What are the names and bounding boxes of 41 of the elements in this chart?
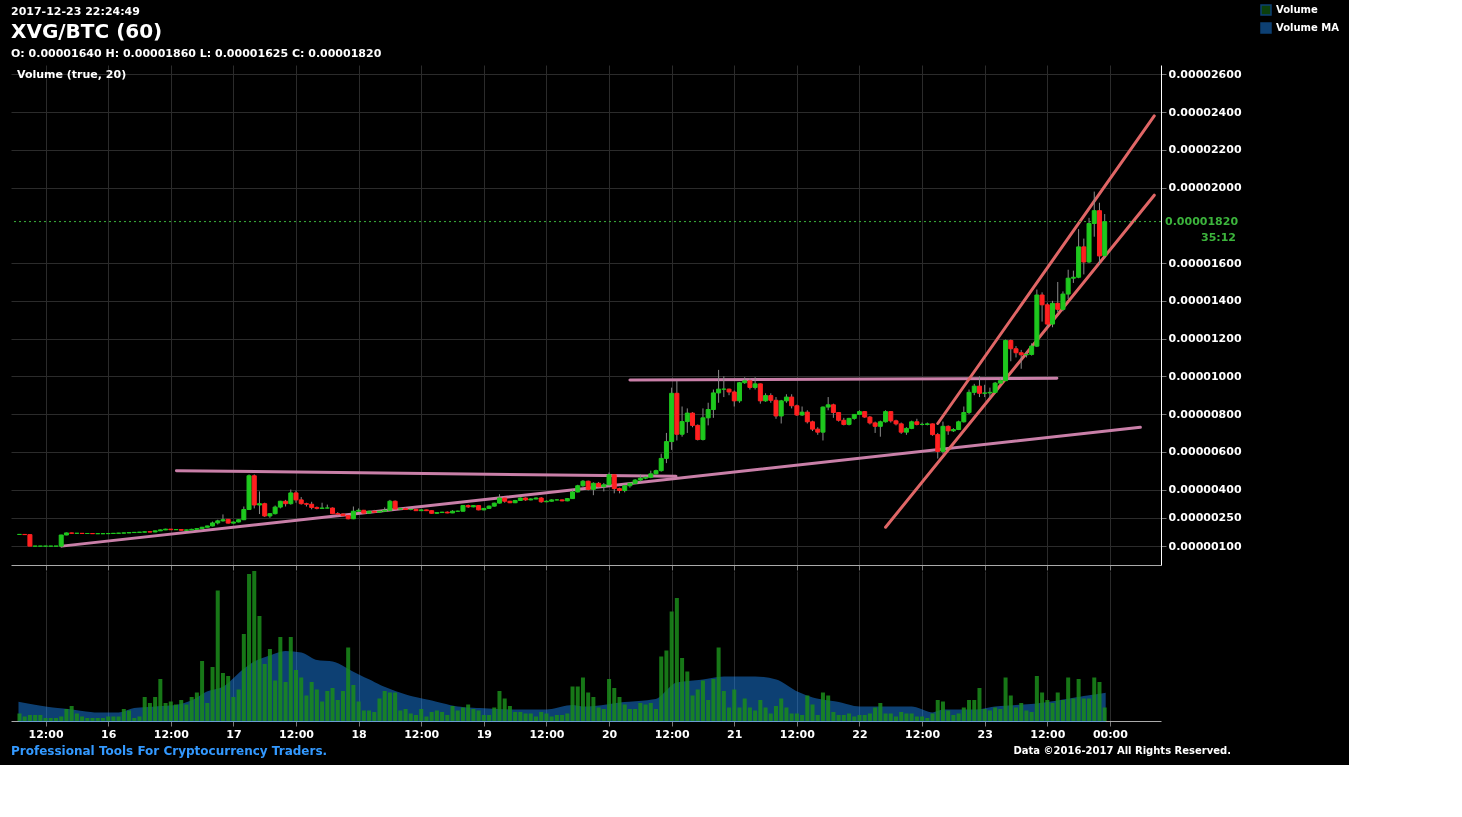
y-tick-label: 0.00000600 — [1168, 445, 1242, 459]
x-tick-label: 23 — [977, 727, 993, 741]
y-tick-label: 0.00001400 — [1168, 294, 1242, 308]
x-tick-label: 12:00 — [28, 727, 64, 741]
y-tick-label: 0.00002600 — [1168, 67, 1242, 81]
x-tick-label: 18 — [351, 727, 367, 741]
y-tick-label: 0.00001200 — [1168, 332, 1242, 346]
legend-label: Volume MA — [1276, 22, 1340, 33]
text: 2017-12-23 22:24:49 — [11, 5, 140, 18]
x-tick-label: 20 — [601, 727, 618, 741]
y-tick-label: 0.00001600 — [1168, 256, 1242, 270]
text: 35:12 — [1201, 230, 1237, 244]
y-tick-label: 0.00002400 — [1168, 105, 1242, 119]
x-tick-label: 12:00 — [779, 727, 816, 741]
y-tick-label: 0.00002000 — [1168, 181, 1242, 195]
y-tick-label: 0.00000800 — [1168, 407, 1242, 421]
x-tick-label: 22 — [852, 727, 868, 741]
x-tick-label: 12:00 — [1030, 727, 1066, 741]
x-tick-label: 12:00 — [278, 727, 315, 741]
y-tick-label: 0.00000400 — [1168, 483, 1242, 497]
y-tick-label: 0.00002200 — [1168, 143, 1242, 157]
annotation: Volume (true, 20) — [17, 68, 127, 81]
ref-line-label: 0.00001820 — [1165, 214, 1239, 228]
x-tick-label: 12:00 — [404, 727, 440, 741]
x-tick-label: 00:00 — [1092, 727, 1129, 741]
x-tick-label: 12:00 — [905, 727, 941, 741]
x-tick-label: 12:00 — [654, 727, 690, 741]
y-tick-label: 0.00000250 — [1168, 511, 1242, 525]
text: Data ©2016-2017 All Rights Reserved. — [1013, 745, 1231, 756]
chart-subtitle: O: 0.00001640 H: 0.00001860 L: 0.00001625 C: 0.00001820 — [11, 47, 382, 60]
x-tick-label: 12:00 — [153, 727, 190, 741]
x-tick-label: 16 — [101, 727, 117, 741]
x-tick-label: 19 — [476, 727, 492, 741]
legend-label: Volume — [1276, 4, 1319, 15]
x-tick-label: 17 — [226, 727, 242, 741]
y-tick-label: 0.00001000 — [1168, 369, 1242, 383]
chart-title: XVG/BTC (60) — [11, 19, 163, 43]
x-tick-label: 21 — [727, 727, 743, 741]
y-tick-label: 0.00000100 — [1168, 539, 1242, 553]
text: Professional Tools For Cryptocurrency Traders. — [11, 744, 328, 758]
x-tick-label: 12:00 — [529, 727, 565, 741]
